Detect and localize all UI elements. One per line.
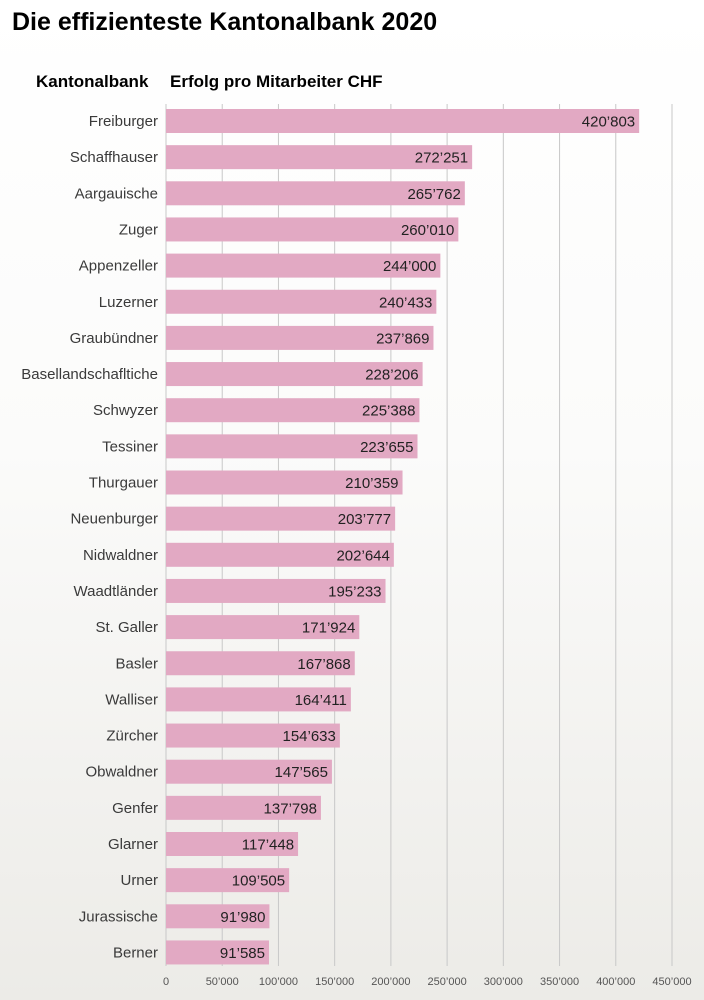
category-label: Luzerner — [99, 294, 158, 311]
bar — [166, 615, 360, 640]
x-tick-label: 100’000 — [259, 976, 298, 988]
category-label: Schwyzer — [93, 402, 158, 419]
category-label: Schaffhauser — [70, 149, 158, 166]
bar — [166, 470, 403, 495]
category-label: Aargauische — [75, 185, 158, 202]
bar-value-label: 272’251 — [415, 150, 468, 167]
bar-value-label: 265’762 — [407, 186, 460, 203]
category-label: Urner — [120, 872, 158, 889]
category-label: Jurassische — [79, 908, 158, 925]
bar — [166, 217, 459, 242]
gridlines — [165, 104, 673, 966]
category-label: Thurgauer — [89, 475, 158, 492]
bar-value-label: 147’565 — [275, 764, 328, 781]
x-tick-label: 300’000 — [484, 976, 523, 988]
x-axis-ticks: 0 50’000 100’000 150’000 200’000 250’000 300’0… — [163, 976, 692, 988]
bar — [166, 904, 270, 929]
chart-title: Die effizienteste Kantonalbank 2020 — [12, 8, 438, 36]
bar — [166, 434, 418, 459]
bar-value-label: 154’633 — [282, 728, 335, 745]
bar — [166, 398, 420, 423]
bar — [166, 325, 434, 350]
category-labels: Freiburger Schaffhauser Aargauische Zuger Ap… — [21, 113, 158, 961]
bar-value-label: 91’980 — [220, 909, 265, 926]
bar — [166, 723, 340, 748]
category-label: Graubündner — [70, 330, 158, 347]
bar — [166, 832, 299, 856]
x-tick-label: 250’000 — [428, 976, 467, 988]
bar — [166, 506, 396, 531]
value-column-header: Erfolg pro Mitarbeiter CHF — [170, 72, 383, 91]
bar — [166, 181, 465, 206]
x-tick-label: 50’000 — [206, 976, 239, 988]
x-tick-label: 200’000 — [371, 976, 410, 988]
x-tick-label: 0 — [163, 976, 169, 988]
bar — [166, 289, 437, 314]
bar-value-label: 203’777 — [338, 511, 391, 528]
bar-value-label: 117’448 — [242, 837, 294, 854]
category-label: Appenzeller — [79, 258, 158, 275]
bar-value-label: 223’655 — [360, 439, 413, 456]
bar-value-label: 225’388 — [362, 403, 415, 420]
bar — [166, 759, 332, 784]
bar — [166, 542, 394, 567]
bar — [166, 109, 640, 133]
category-label: Freiburger — [89, 113, 158, 130]
category-label: Basellandschafltiche — [21, 366, 158, 383]
bar — [166, 868, 290, 893]
category-label: Zuger — [119, 221, 158, 238]
bar-value-label: 109’505 — [232, 873, 285, 890]
bar-value-label: 137’798 — [264, 800, 317, 817]
bar — [166, 651, 355, 676]
bar-value-label: 91’585 — [220, 945, 265, 962]
bar — [166, 145, 473, 170]
bar — [166, 578, 386, 603]
bar-value-label: 164’411 — [295, 692, 347, 709]
x-tick-label: 450’000 — [652, 976, 691, 988]
bar-value-label: 202’644 — [336, 547, 389, 564]
bar — [166, 940, 269, 965]
bar — [166, 687, 351, 712]
category-label: Waadtländer — [74, 583, 159, 600]
x-tick-label: 400’000 — [596, 976, 635, 988]
category-label: St. Galler — [95, 619, 158, 636]
category-label: Genfer — [112, 800, 158, 817]
category-label: Glarner — [108, 836, 158, 853]
category-label: Zürcher — [106, 728, 158, 745]
category-label: Tessiner — [102, 438, 158, 455]
category-label: Neuenburger — [70, 511, 158, 528]
bar-value-label: 167’868 — [297, 656, 350, 673]
bar — [166, 795, 321, 820]
category-label: Berner — [113, 944, 158, 961]
category-label: Obwaldner — [85, 764, 158, 781]
category-label: Nidwaldner — [83, 547, 158, 564]
bar-value-label: 420’803 — [582, 114, 635, 131]
bar-value-label: 210’359 — [345, 475, 398, 492]
bar-value-label: 240’433 — [379, 294, 432, 311]
x-tick-label: 350’000 — [540, 976, 579, 988]
bar-value-label: 228’206 — [365, 367, 418, 384]
bar — [166, 362, 423, 387]
bar-value-label: 260’010 — [401, 222, 454, 239]
bars: 420’803 272’251 265’762 260’010 244’000 240’4… — [166, 109, 640, 965]
category-column-header: Kantonalbank — [36, 72, 149, 91]
category-label: Walliser — [105, 691, 158, 708]
category-label: Basler — [115, 655, 158, 672]
bar-value-label: 171’924 — [302, 620, 355, 637]
bar — [166, 253, 441, 278]
bar-value-label: 195’233 — [328, 583, 381, 600]
bar-value-label: 244’000 — [383, 258, 436, 275]
x-tick-label: 150’000 — [315, 976, 354, 988]
bar-value-label: 237’869 — [376, 330, 429, 347]
